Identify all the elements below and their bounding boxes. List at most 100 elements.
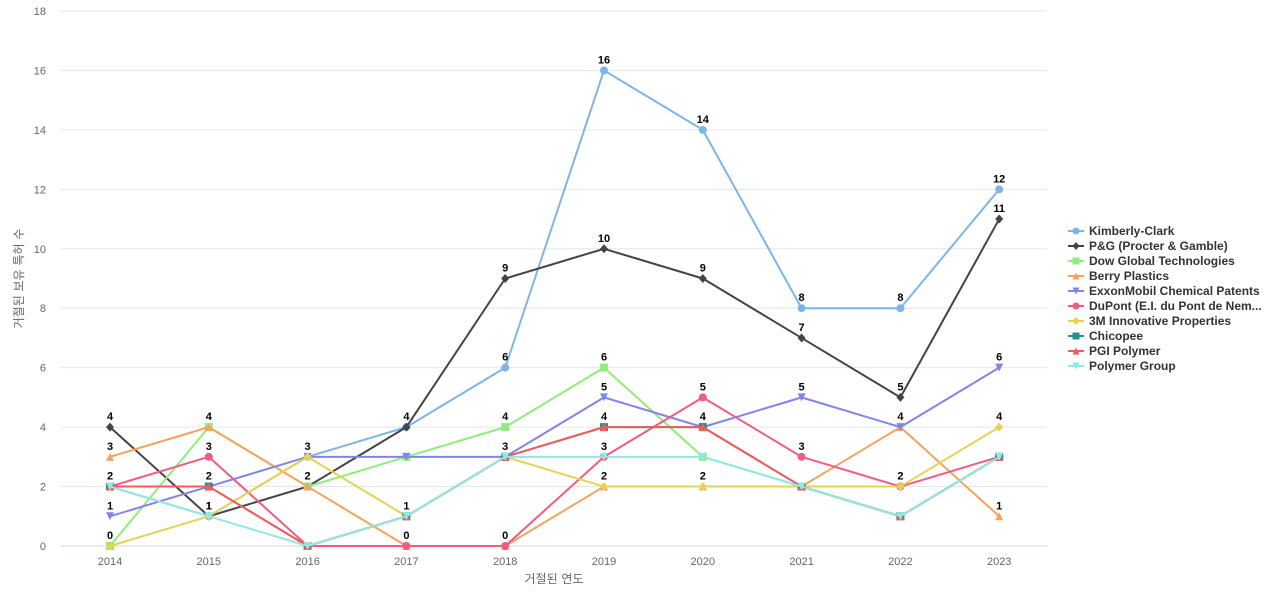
- data-point[interactable]: [797, 333, 806, 343]
- data-point[interactable]: [106, 482, 114, 491]
- legend-item[interactable]: Polymer Group: [1068, 359, 1176, 373]
- series-lines: [106, 66, 1004, 551]
- legend-marker: [1072, 257, 1080, 265]
- legend-item[interactable]: P&G (Procter & Gamble): [1068, 239, 1228, 253]
- data-point[interactable]: [600, 66, 608, 75]
- legend-item[interactable]: DuPont (E.I. du Pont de Nem...: [1068, 299, 1262, 313]
- data-point[interactable]: [600, 363, 608, 372]
- data-point[interactable]: [698, 393, 707, 402]
- data-point[interactable]: [204, 423, 213, 432]
- data-point[interactable]: [896, 304, 905, 313]
- data-point[interactable]: [995, 452, 1004, 461]
- data-label: 2: [700, 471, 706, 483]
- x-tick-label: 2020: [691, 556, 715, 568]
- data-point[interactable]: [600, 482, 608, 492]
- data-point[interactable]: [402, 452, 411, 461]
- y-tick-label: 10: [34, 244, 46, 256]
- data-point[interactable]: [303, 482, 312, 491]
- data-point[interactable]: [106, 422, 114, 432]
- data-label: 7: [799, 322, 805, 334]
- data-point[interactable]: [995, 214, 1004, 224]
- legend-label: P&G (Procter & Gamble): [1089, 239, 1228, 253]
- data-point[interactable]: [204, 452, 213, 461]
- data-point[interactable]: [501, 423, 510, 432]
- data-point[interactable]: [501, 274, 510, 283]
- data-label: 1: [403, 500, 409, 512]
- data-label: 6: [601, 352, 607, 364]
- data-point[interactable]: [698, 423, 707, 432]
- data-point[interactable]: [896, 512, 905, 521]
- data-label: 0: [107, 530, 113, 542]
- data-point[interactable]: [995, 185, 1004, 194]
- data-label: 10: [598, 233, 610, 245]
- legend-item[interactable]: 3M Innovative Properties: [1068, 314, 1231, 328]
- data-point[interactable]: [204, 482, 213, 491]
- series-9: [106, 452, 1004, 550]
- legend-item[interactable]: Berry Plastics: [1068, 269, 1169, 283]
- legend-marker: [1072, 242, 1080, 250]
- data-label: 16: [598, 54, 610, 66]
- legend-item[interactable]: Kimberly-Clark: [1068, 224, 1175, 238]
- legend-item[interactable]: PGI Polymer: [1068, 344, 1161, 358]
- data-point[interactable]: [797, 452, 806, 461]
- data-point[interactable]: [896, 423, 905, 432]
- data-point[interactable]: [797, 482, 806, 491]
- data-point[interactable]: [501, 363, 510, 372]
- legend-item[interactable]: Chicopee: [1068, 329, 1143, 343]
- legend-label: PGI Polymer: [1089, 344, 1161, 358]
- legend-label: Berry Plastics: [1089, 269, 1169, 283]
- x-tick-label: 2014: [98, 556, 122, 568]
- data-label: 6: [996, 352, 1002, 364]
- data-label: 5: [601, 381, 607, 393]
- data-point[interactable]: [106, 512, 114, 521]
- data-point[interactable]: [698, 452, 707, 461]
- y-tick-label: 16: [34, 65, 46, 77]
- data-point[interactable]: [501, 452, 510, 461]
- data-point[interactable]: [402, 542, 411, 550]
- legend-marker: [1072, 272, 1080, 280]
- x-tick-label: 2017: [394, 556, 418, 568]
- legend-marker: [1072, 332, 1080, 340]
- x-tick-label: 2021: [789, 556, 813, 568]
- data-point[interactable]: [303, 452, 312, 462]
- data-point[interactable]: [698, 482, 707, 492]
- data-point[interactable]: [995, 363, 1004, 372]
- data-point[interactable]: [600, 244, 608, 254]
- data-label: 3: [799, 441, 805, 453]
- data-label: 12: [993, 173, 1005, 185]
- data-label: 2: [206, 471, 212, 483]
- data-label: 4: [107, 411, 114, 423]
- data-point[interactable]: [797, 393, 806, 402]
- data-point[interactable]: [106, 452, 114, 461]
- legend-label: Kimberly-Clark: [1089, 224, 1175, 238]
- legend-item[interactable]: Dow Global Technologies: [1068, 254, 1235, 268]
- data-point[interactable]: [600, 452, 608, 461]
- data-point[interactable]: [402, 512, 411, 521]
- data-label: 1: [206, 500, 212, 512]
- legend-item[interactable]: ExxonMobil Chemical Patents: [1068, 284, 1260, 298]
- data-point[interactable]: [896, 392, 905, 402]
- data-label: 4: [206, 411, 213, 423]
- y-axis-title: 거절된 보유 특허 수: [12, 229, 26, 329]
- data-point[interactable]: [698, 274, 707, 283]
- data-point[interactable]: [600, 393, 608, 402]
- data-point[interactable]: [995, 512, 1004, 521]
- data-point[interactable]: [106, 541, 114, 551]
- data-point[interactable]: [896, 482, 905, 492]
- data-point[interactable]: [402, 422, 411, 432]
- legend-label: Chicopee: [1089, 329, 1143, 343]
- series-line: [109, 69, 1001, 518]
- data-point[interactable]: [303, 542, 312, 550]
- data-point[interactable]: [797, 304, 806, 313]
- data-label: 9: [502, 263, 508, 275]
- data-point[interactable]: [204, 512, 213, 521]
- data-label: 1: [107, 500, 113, 512]
- data-point[interactable]: [995, 422, 1004, 432]
- data-point[interactable]: [501, 542, 510, 550]
- data-point[interactable]: [600, 423, 608, 432]
- legend-marker: [1072, 227, 1080, 235]
- data-point[interactable]: [698, 125, 707, 134]
